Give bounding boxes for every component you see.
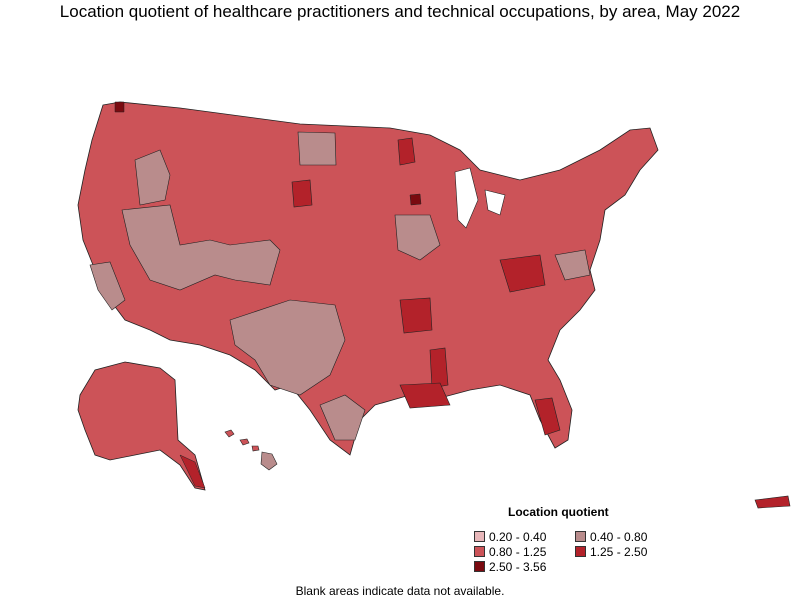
region-wyoming-high	[291, 179, 313, 208]
legend-title: Location quotient	[508, 505, 609, 519]
legend-swatch	[474, 531, 485, 542]
legend-item-0-20-0-40: 0.20 - 0.40	[474, 531, 546, 543]
region-florida-high	[534, 397, 561, 436]
region-north-dakota-low	[297, 131, 337, 166]
region-mississippi-high	[429, 347, 449, 389]
region-new-mexico-texas-low	[229, 299, 346, 396]
region-virginia-low	[554, 249, 591, 281]
region-idaho-oregon-low	[134, 149, 171, 206]
region-nevada-utah-low	[121, 204, 281, 291]
region-louisiana-high	[399, 382, 451, 409]
legend-swatch	[575, 531, 586, 542]
map-title: Location quotient of healthcare practiti…	[59, 2, 741, 21]
legend-item-0-40-0-80: 0.40 - 0.80	[575, 531, 647, 543]
region-puerto-rico	[754, 495, 791, 509]
legend-item-2-50-3-56: 2.50 - 3.56	[474, 561, 546, 573]
great-lakes	[454, 167, 506, 229]
region-california-coast-low	[89, 261, 126, 311]
region-top-midwest	[409, 193, 422, 206]
region-hawaii	[224, 429, 278, 471]
legend-swatch	[474, 561, 485, 572]
region-minnesota-high	[397, 137, 416, 166]
region-appalachia-high	[499, 254, 546, 293]
region-alaska	[77, 361, 206, 491]
legend-item-0-80-1-25: 0.80 - 1.25	[474, 546, 546, 558]
region-ozark-high	[399, 297, 433, 334]
legend-swatch	[575, 546, 586, 557]
region-alaska-panhandle-high	[179, 454, 206, 489]
region-midwest-low	[394, 214, 441, 261]
region-conus	[77, 101, 659, 456]
footnote: Blank areas indicate data not available.	[295, 584, 505, 598]
legend-swatch	[474, 546, 485, 557]
region-top-northwest	[114, 101, 125, 113]
legend-item-1-25-2-50: 1.25 - 2.50	[575, 546, 647, 558]
region-texas-south-low	[319, 394, 366, 441]
